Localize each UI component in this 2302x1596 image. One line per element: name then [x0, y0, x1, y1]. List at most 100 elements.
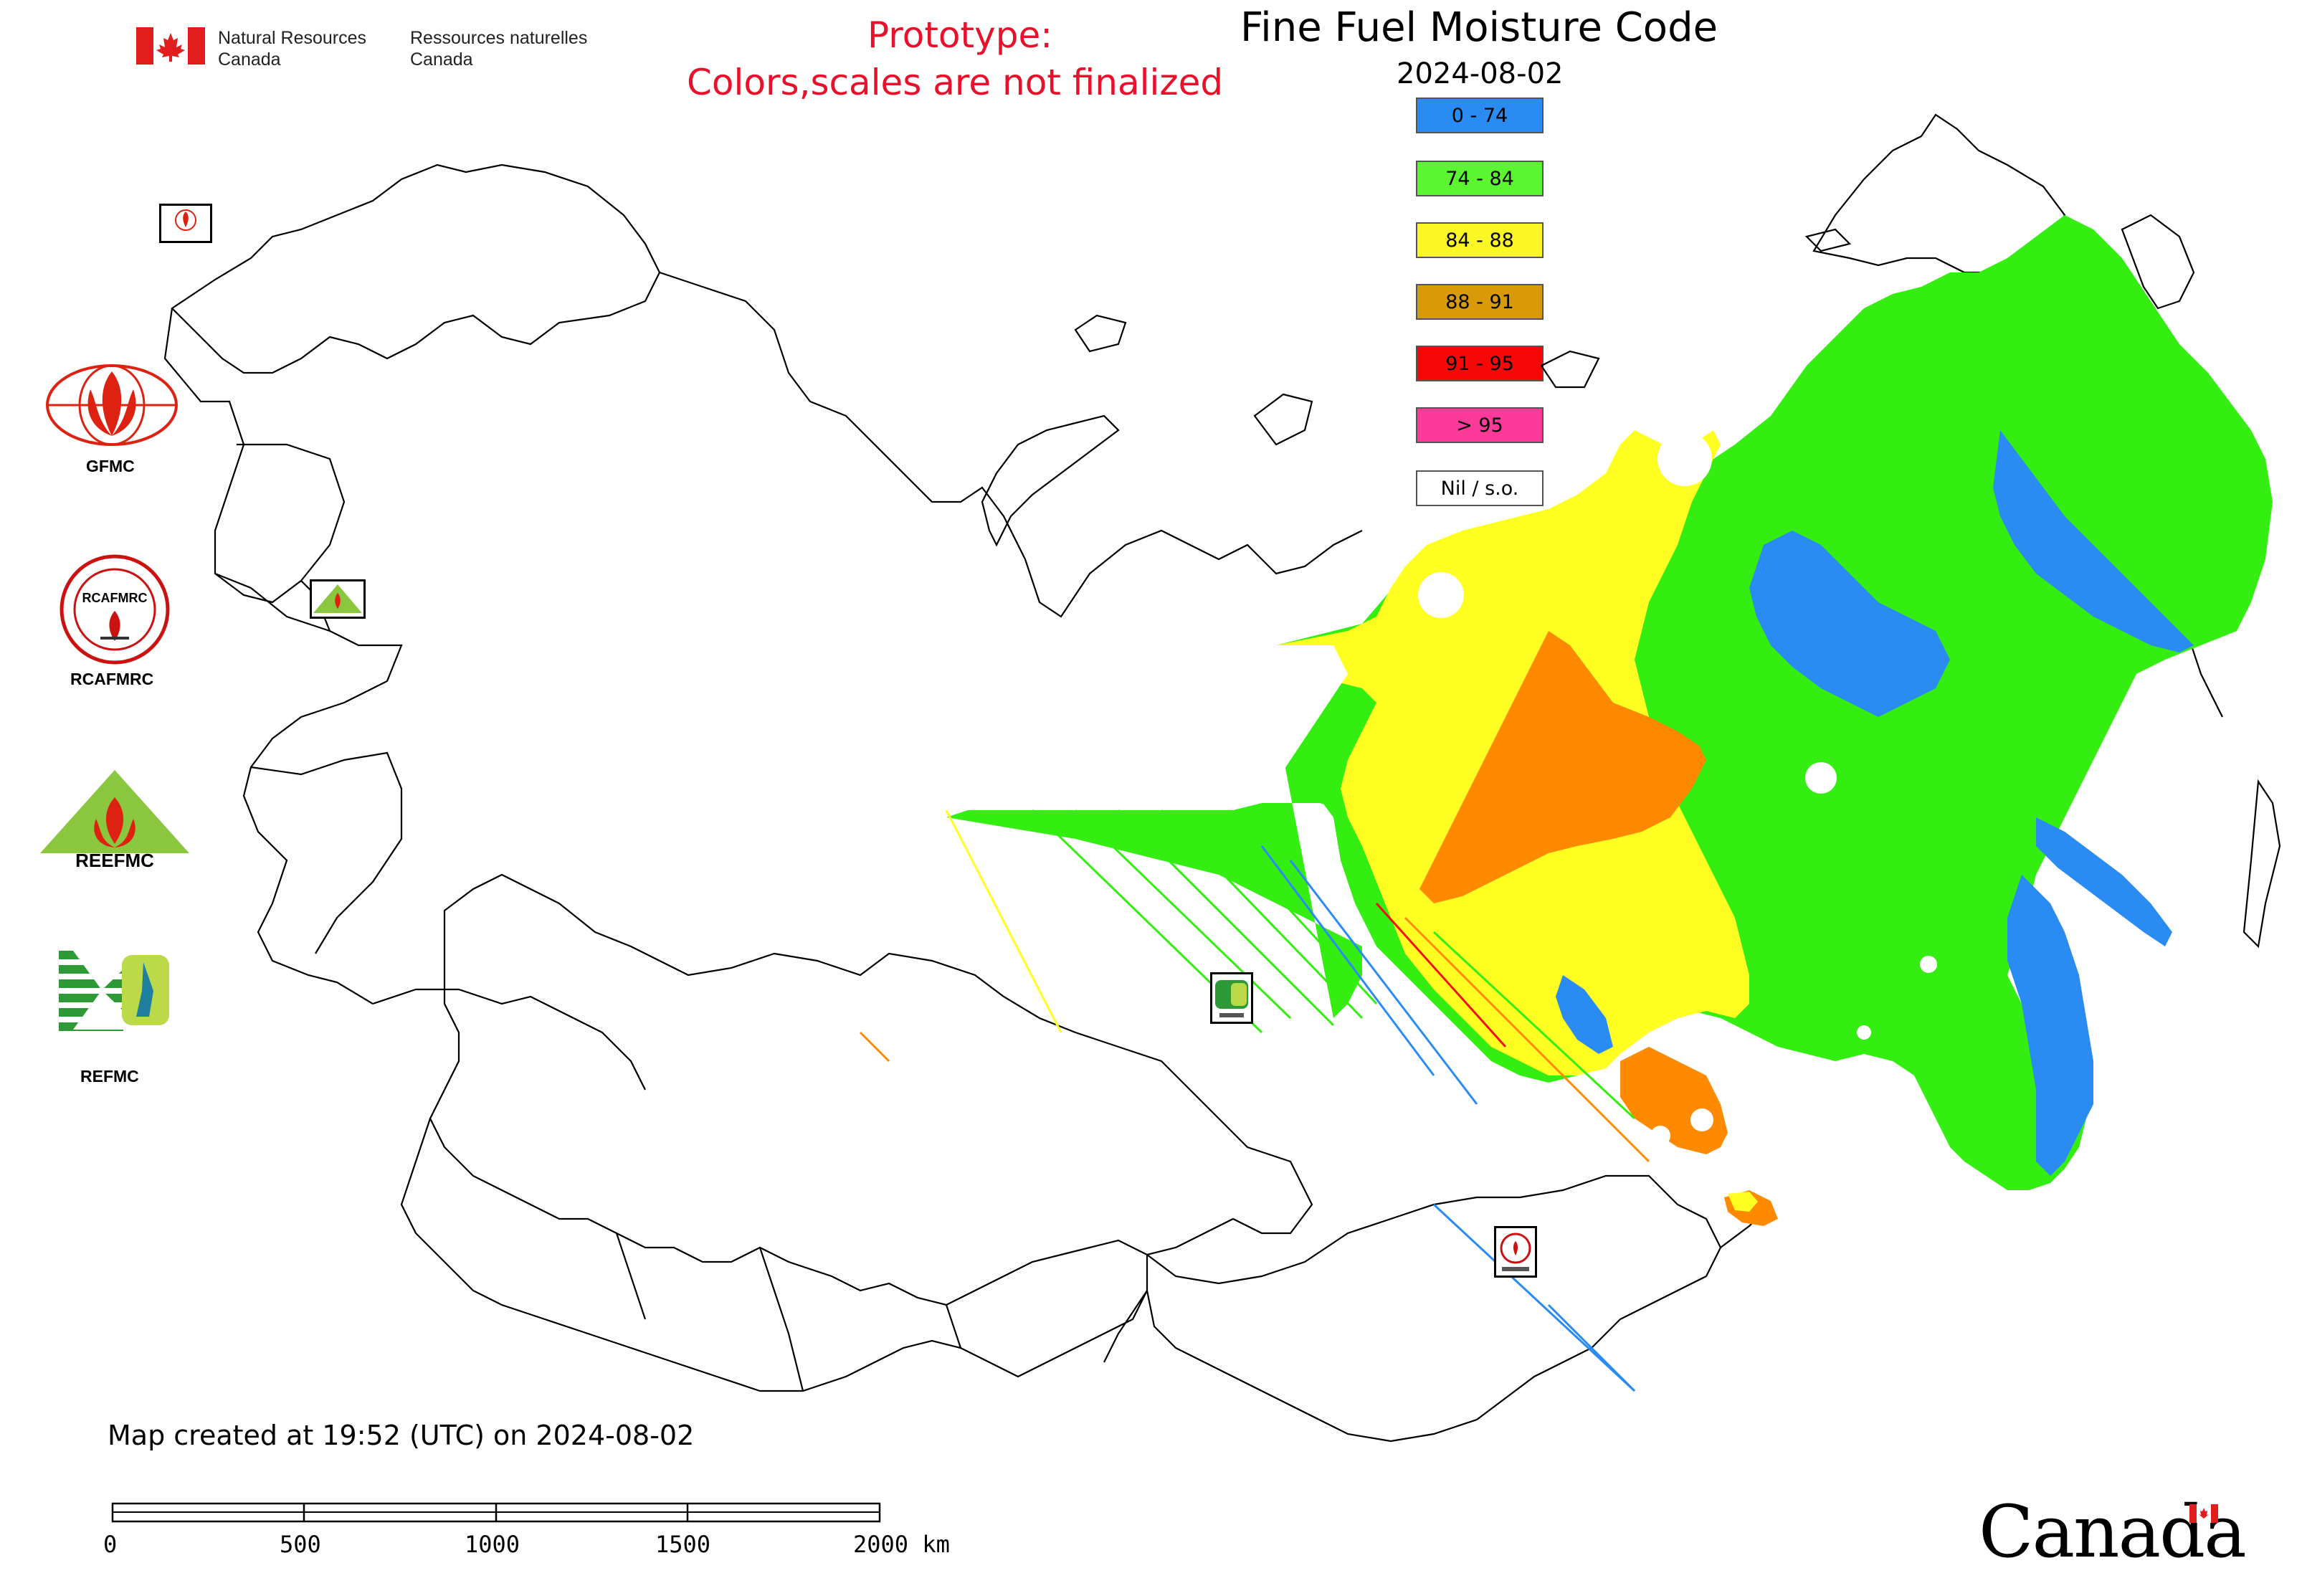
border-caucasus [372, 988, 646, 1091]
nrcan-signature: Natural Resources Canada Ressources natu… [136, 27, 589, 70]
border-scandinavia [171, 163, 661, 374]
legend-label: 0 - 74 [1451, 104, 1508, 127]
rcafmrc-logo: RCAFMRC [57, 552, 172, 667]
border-europe [163, 308, 403, 1004]
ffmc-region-blue-baikal [1556, 975, 1613, 1054]
ffmc-region-orange-south [1620, 1047, 1728, 1154]
refmc-logo [59, 948, 172, 1032]
gfmc-logo [40, 361, 184, 454]
ffmc-region-yellow-outlier [1728, 1192, 1758, 1212]
rcafmrc-ring-text: RCAFMRC [82, 591, 148, 605]
refmc-map-marker [1210, 972, 1253, 1024]
border-alaska [2121, 214, 2195, 310]
ffmc-hole-4 [1920, 956, 1937, 973]
gfmc-marker-icon [175, 209, 196, 231]
border-kazakhstan [429, 873, 1313, 1306]
refmc-marker-icon [1215, 980, 1248, 1017]
map-date: 2024-08-02 [1397, 57, 1564, 90]
rcafmrc-seal-icon: RCAFMRC [60, 554, 170, 665]
scale-label-1000: 1000 [465, 1531, 520, 1558]
country-borders [163, 113, 2281, 1443]
legend-label: > 95 [1456, 414, 1503, 437]
map-title: Fine Fuel Moisture Code [1240, 4, 1718, 51]
rcafmrc-marker-icon [1500, 1232, 1531, 1271]
refmc-sigma-icon [59, 948, 172, 1032]
canada-wordmark: Canada [1979, 1490, 2247, 1574]
gfmc-globe-icon [46, 364, 178, 446]
streak-orange-1 [1404, 916, 1650, 1163]
streak-blue-3 [1432, 1203, 1636, 1392]
scale-label-0: 0 [103, 1531, 118, 1558]
scale-label-2000: 2000 km [853, 1531, 950, 1558]
rcafmrc-label: RCAFMRC [70, 670, 154, 688]
ffmc-hole-1 [1657, 432, 1712, 486]
streak-orange-2 [859, 1031, 890, 1063]
ffmc-region-blue-sakhalin [2036, 817, 2172, 946]
agency-name-en-line1: Natural Resources [218, 28, 367, 48]
border-franz-josef [1074, 314, 1127, 353]
streak-green-5 [1203, 816, 1378, 1005]
agency-name-en: Natural Resources Canada [218, 27, 397, 70]
border-mongolia [1146, 1174, 1722, 1443]
streak-blue-2 [1289, 860, 1478, 1105]
scale-bar [111, 1502, 881, 1523]
border-china [1103, 1204, 1771, 1363]
agency-name-en-line2: Canada [218, 49, 281, 70]
reefmc-map-marker [310, 579, 366, 619]
border-chukotka [1812, 113, 2066, 274]
legend-item-74-84: 74 - 84 [1416, 161, 1544, 196]
legend-label: 84 - 88 [1445, 229, 1514, 252]
streak-red [1375, 902, 1507, 1048]
streak-green-2 [1074, 809, 1292, 1020]
gfmc-label: GFMC [86, 457, 135, 475]
canada-wordmark-flag-icon [2189, 1504, 2218, 1523]
ffmc-hole-5 [1857, 1025, 1871, 1040]
streak-green-6 [1432, 931, 1636, 1120]
ffmc-region-blue-east [1749, 531, 1950, 717]
ffmc-hole-7 [1650, 1126, 1670, 1146]
border-severnaya [1253, 393, 1313, 446]
scale-label-500: 500 [280, 1531, 321, 1558]
border-japan [2242, 779, 2281, 949]
agency-name-fr-line1: Ressources naturelles [410, 28, 588, 48]
reefmc-logo: REEFMC [39, 769, 191, 871]
legend-item-91-95: 91 - 95 [1416, 346, 1544, 381]
rcafmrc-map-marker [1494, 1226, 1537, 1278]
map-created-timestamp: Map created at 19:52 (UTC) on 2024-08-02 [108, 1420, 695, 1451]
border-new-siberian [1540, 350, 1600, 389]
streak-yellow [945, 809, 1062, 1033]
ffmc-data-layer [859, 215, 2273, 1392]
reefmc-logo-text: REEFMC [75, 850, 154, 869]
streak-green-3 [1117, 809, 1335, 1027]
legend-item-88-91: 88 - 91 [1416, 284, 1544, 320]
legend-label: 91 - 95 [1445, 352, 1514, 375]
border-uzbek [615, 1232, 962, 1392]
reefmc-marker-icon [313, 584, 362, 613]
scale-label-1500: 1500 [655, 1531, 711, 1558]
border-russia-north-coast [659, 271, 1363, 618]
ffmc-hole-2 [1418, 572, 1464, 618]
agency-name-fr-line2: Canada [410, 49, 473, 70]
reefmc-triangle-icon: REEFMC [39, 770, 191, 871]
refmc-label: REFMC [80, 1067, 139, 1086]
legend-item-over-95: > 95 [1416, 407, 1544, 443]
legend-item-84-88: 84 - 88 [1416, 222, 1544, 258]
ffmc-region-orange [1419, 631, 1706, 903]
agency-name-fr: Ressources naturelles Canada [410, 27, 589, 70]
legend-label: Nil / s.o. [1440, 477, 1519, 500]
prototype-notice-line1: Prototype: [867, 14, 1053, 56]
legend-label: 88 - 91 [1445, 290, 1514, 313]
prototype-notice-line2: Colors,scales are not finalized [687, 62, 1224, 103]
ffmc-region-blue-amur [2007, 875, 2093, 1176]
ffmc-cutout [1176, 645, 1348, 810]
legend-label: 74 - 84 [1445, 167, 1514, 190]
border-novaya-zemlya [981, 414, 1120, 547]
streak-blue-1 [1260, 845, 1435, 1076]
border-ukraine [214, 572, 403, 954]
ffmc-hole-6 [1690, 1108, 1713, 1131]
gfmc-map-marker [159, 204, 212, 243]
legend-item-nil: Nil / s.o. [1416, 470, 1544, 506]
streak-blue-4 [1547, 1303, 1636, 1392]
border-wrangel [1804, 228, 1852, 252]
ffmc-hole-3 [1805, 762, 1837, 794]
